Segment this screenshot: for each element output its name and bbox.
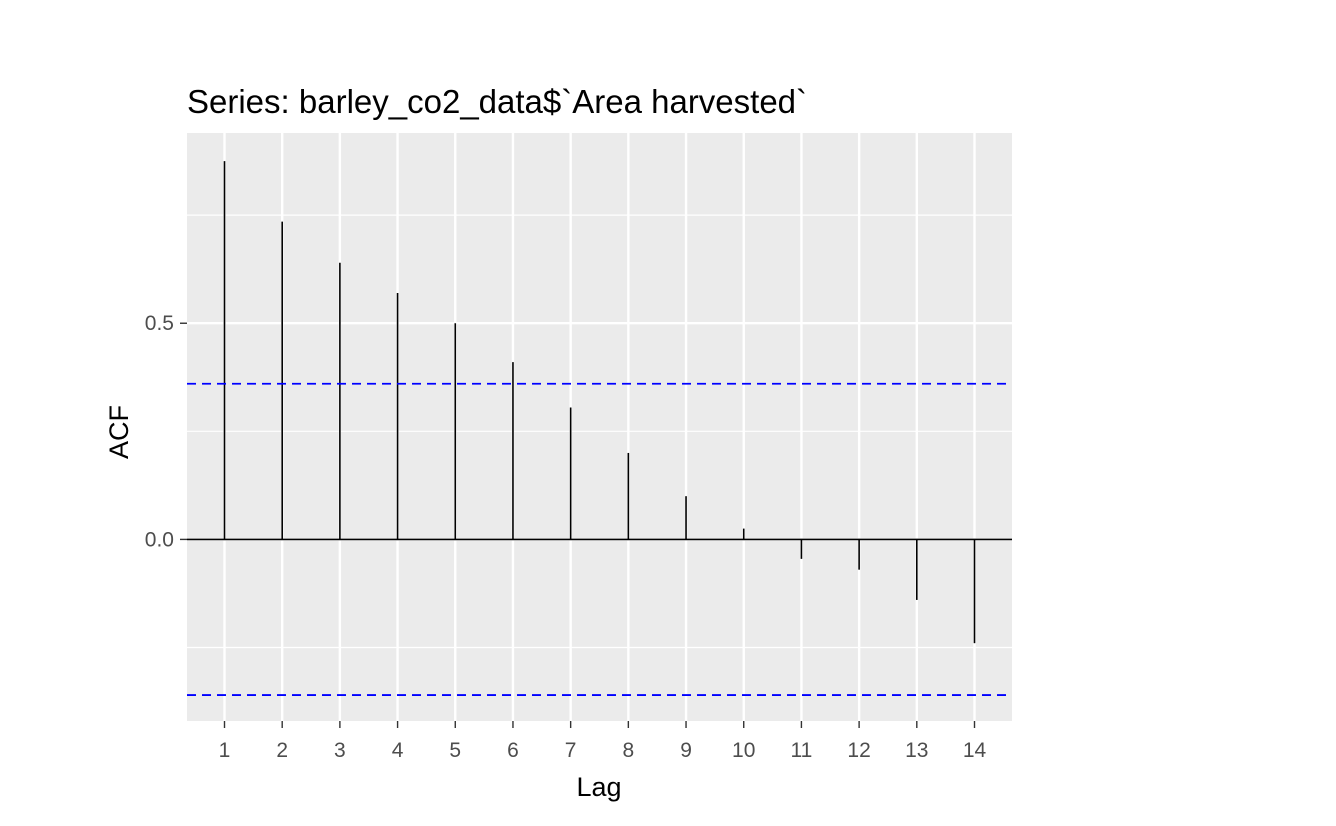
y-axis-ticks: 0.0 0.5: [145, 312, 187, 551]
minor-gridlines: [187, 214, 1012, 649]
confidence-bounds: [187, 382, 1012, 696]
x-axis-ticks: 1 2 3 4 5 6 7 8 9 10 11 12 13 14: [219, 721, 987, 762]
x-tick-label: 5: [449, 739, 461, 762]
acf-bars: [223, 161, 976, 644]
x-tick-label: 7: [565, 739, 577, 762]
y-axis-title: ACF: [104, 405, 134, 459]
x-tick-label: 9: [680, 739, 692, 762]
x-tick-label: 10: [732, 739, 755, 762]
x-tick-label: 4: [392, 739, 404, 762]
x-tick-label: 12: [847, 739, 870, 762]
x-tick-label: 14: [963, 739, 987, 762]
x-tick-label: 6: [507, 739, 519, 762]
x-tick-label: 2: [276, 739, 288, 762]
x-tick-label: 1: [219, 739, 231, 762]
y-tick-label: 0.0: [145, 528, 174, 551]
x-tick-label: 13: [905, 739, 928, 762]
plot-panel: [187, 133, 1012, 721]
x-tick-label: 11: [791, 739, 813, 762]
x-tick-label: 3: [334, 739, 346, 762]
chart-title: Series: barley_co2_data$`Area harvested`: [187, 83, 807, 120]
y-tick-label: 0.5: [145, 312, 174, 335]
x-axis-title: Lag: [576, 772, 621, 802]
x-tick-label: 8: [623, 739, 635, 762]
